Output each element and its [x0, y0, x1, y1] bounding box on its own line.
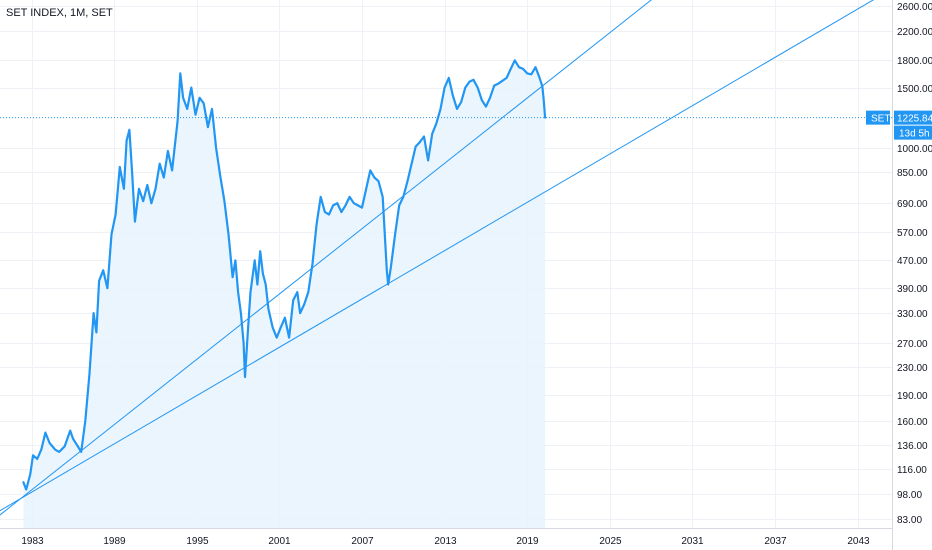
price-tick-label: 690.00: [897, 199, 928, 210]
price-tick-label: 190.00: [897, 391, 928, 402]
symbol-badge: [866, 110, 890, 125]
price-tick-label: 160.00: [897, 417, 928, 428]
trend-line[interactable]: [0, 0, 658, 528]
time-tick-label: 2037: [764, 536, 787, 547]
price-tick-label: 470.00: [897, 256, 928, 267]
time-tick-label: 2043: [847, 536, 870, 547]
price-tick-label: 136.00: [897, 441, 928, 452]
time-tick-label: 2007: [351, 536, 374, 547]
price-tick-label: 98.00: [897, 490, 922, 501]
price-axis[interactable]: 2600.00 2200.00 1800.00 1500.00 1000.00 850.0…: [897, 2, 932, 526]
price-tick-label: 850.00: [897, 168, 928, 179]
last-price-badge: [894, 110, 932, 125]
price-tick-label: 1800.00: [897, 56, 932, 67]
price-tick-label: 570.00: [897, 228, 928, 239]
price-tick-label: 1000.00: [897, 144, 932, 155]
time-tick-label: 2031: [681, 536, 704, 547]
price-tick-label: 230.00: [897, 363, 928, 374]
price-tick-label: 330.00: [897, 309, 928, 320]
price-tick-label: 2600.00: [897, 2, 932, 13]
countdown-badge: [894, 125, 932, 140]
time-tick-label: 1983: [21, 536, 44, 547]
price-tick-label: 270.00: [897, 339, 928, 350]
price-badge: SET 1225.84 13d 5h: [866, 110, 932, 140]
symbol-badge-label: SET: [871, 114, 890, 125]
price-tick-label: 116.00: [897, 465, 927, 476]
trend-line[interactable]: [0, 0, 885, 550]
plot-area[interactable]: [0, 0, 892, 550]
time-tick-label: 2013: [434, 536, 457, 547]
price-tick-label: 1500.00: [897, 84, 932, 95]
time-tick-label: 2019: [516, 536, 539, 547]
time-tick-label: 2025: [599, 536, 622, 547]
axes: [0, 0, 893, 550]
last-price-value: 1225.84: [897, 114, 932, 125]
time-tick-label: 2001: [268, 536, 291, 547]
series-line[interactable]: [22, 59, 547, 491]
time-tick-label: 1995: [186, 536, 209, 547]
series-area-fill: [23, 60, 546, 528]
time-axis[interactable]: 1983 1989 1995 2001 2007 2013 2019 2025 2031 2037…: [21, 536, 870, 547]
price-tick-label: 83.00: [897, 515, 922, 526]
price-tick-label: 2200.00: [897, 27, 932, 38]
price-tick-label: 390.00: [897, 284, 928, 295]
chart-title: SET INDEX, 1M, SET: [6, 7, 113, 19]
time-tick-label: 1989: [103, 536, 126, 547]
countdown-value: 13d 5h: [899, 129, 930, 140]
